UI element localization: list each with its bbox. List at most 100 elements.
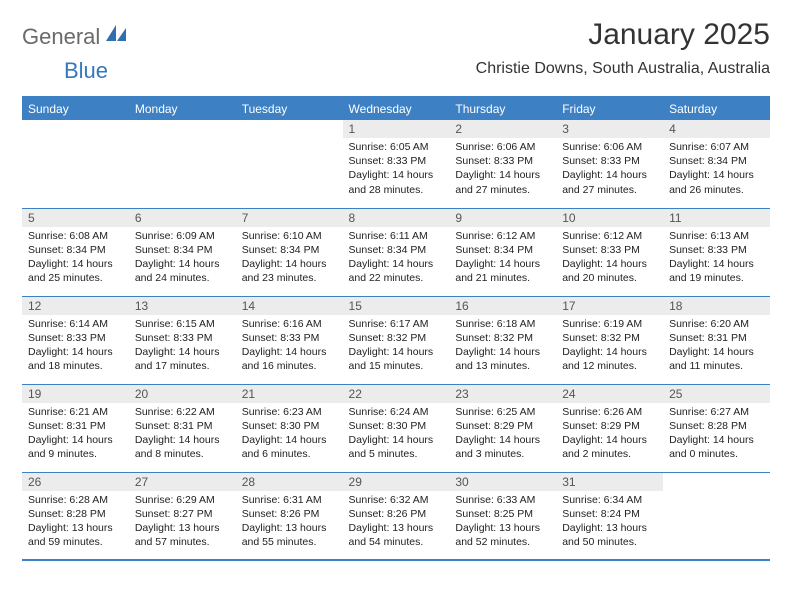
day-number: 4 [663, 120, 770, 138]
day-details: Sunrise: 6:14 AMSunset: 8:33 PMDaylight:… [22, 315, 129, 380]
calendar-cell: 25Sunrise: 6:27 AMSunset: 8:28 PMDayligh… [663, 384, 770, 472]
calendar-cell [663, 472, 770, 560]
calendar-cell [236, 120, 343, 208]
calendar-cell: 20Sunrise: 6:22 AMSunset: 8:31 PMDayligh… [129, 384, 236, 472]
calendar-cell: 10Sunrise: 6:12 AMSunset: 8:33 PMDayligh… [556, 208, 663, 296]
weekday-header: Sunday [22, 97, 129, 120]
month-title: January 2025 [476, 18, 770, 52]
day-details: Sunrise: 6:33 AMSunset: 8:25 PMDaylight:… [449, 491, 556, 556]
day-details: Sunrise: 6:29 AMSunset: 8:27 PMDaylight:… [129, 491, 236, 556]
calendar-week-row: 12Sunrise: 6:14 AMSunset: 8:33 PMDayligh… [22, 296, 770, 384]
calendar-cell: 26Sunrise: 6:28 AMSunset: 8:28 PMDayligh… [22, 472, 129, 560]
calendar-cell: 24Sunrise: 6:26 AMSunset: 8:29 PMDayligh… [556, 384, 663, 472]
calendar-cell: 12Sunrise: 6:14 AMSunset: 8:33 PMDayligh… [22, 296, 129, 384]
day-number: 17 [556, 297, 663, 315]
calendar-week-row: 26Sunrise: 6:28 AMSunset: 8:28 PMDayligh… [22, 472, 770, 560]
calendar-cell: 21Sunrise: 6:23 AMSunset: 8:30 PMDayligh… [236, 384, 343, 472]
logo: General [22, 24, 130, 50]
day-number [663, 473, 770, 491]
calendar-cell: 8Sunrise: 6:11 AMSunset: 8:34 PMDaylight… [343, 208, 450, 296]
calendar-cell: 9Sunrise: 6:12 AMSunset: 8:34 PMDaylight… [449, 208, 556, 296]
day-details: Sunrise: 6:26 AMSunset: 8:29 PMDaylight:… [556, 403, 663, 468]
calendar-cell: 28Sunrise: 6:31 AMSunset: 8:26 PMDayligh… [236, 472, 343, 560]
calendar-cell: 5Sunrise: 6:08 AMSunset: 8:34 PMDaylight… [22, 208, 129, 296]
day-number [236, 120, 343, 138]
day-details: Sunrise: 6:32 AMSunset: 8:26 PMDaylight:… [343, 491, 450, 556]
day-number: 2 [449, 120, 556, 138]
day-details: Sunrise: 6:15 AMSunset: 8:33 PMDaylight:… [129, 315, 236, 380]
calendar-table: Sunday Monday Tuesday Wednesday Thursday… [22, 96, 770, 561]
day-details: Sunrise: 6:31 AMSunset: 8:26 PMDaylight:… [236, 491, 343, 556]
day-number [129, 120, 236, 138]
day-number: 29 [343, 473, 450, 491]
day-details: Sunrise: 6:12 AMSunset: 8:33 PMDaylight:… [556, 227, 663, 292]
day-number: 9 [449, 209, 556, 227]
day-details: Sunrise: 6:27 AMSunset: 8:28 PMDaylight:… [663, 403, 770, 468]
day-details: Sunrise: 6:34 AMSunset: 8:24 PMDaylight:… [556, 491, 663, 556]
calendar-cell: 6Sunrise: 6:09 AMSunset: 8:34 PMDaylight… [129, 208, 236, 296]
day-number: 16 [449, 297, 556, 315]
calendar-cell: 19Sunrise: 6:21 AMSunset: 8:31 PMDayligh… [22, 384, 129, 472]
day-number: 3 [556, 120, 663, 138]
day-details: Sunrise: 6:20 AMSunset: 8:31 PMDaylight:… [663, 315, 770, 380]
logo-text-general: General [22, 24, 100, 50]
day-number: 23 [449, 385, 556, 403]
day-number: 11 [663, 209, 770, 227]
day-number: 28 [236, 473, 343, 491]
calendar-cell [129, 120, 236, 208]
logo-text-blue: Blue [64, 58, 108, 83]
calendar-cell: 14Sunrise: 6:16 AMSunset: 8:33 PMDayligh… [236, 296, 343, 384]
calendar-page: General January 2025 Christie Downs, Sou… [0, 0, 792, 581]
calendar-cell [22, 120, 129, 208]
day-details: Sunrise: 6:05 AMSunset: 8:33 PMDaylight:… [343, 138, 450, 203]
calendar-cell: 7Sunrise: 6:10 AMSunset: 8:34 PMDaylight… [236, 208, 343, 296]
day-details: Sunrise: 6:16 AMSunset: 8:33 PMDaylight:… [236, 315, 343, 380]
day-details: Sunrise: 6:06 AMSunset: 8:33 PMDaylight:… [556, 138, 663, 203]
calendar-cell: 4Sunrise: 6:07 AMSunset: 8:34 PMDaylight… [663, 120, 770, 208]
calendar-cell: 2Sunrise: 6:06 AMSunset: 8:33 PMDaylight… [449, 120, 556, 208]
day-number: 6 [129, 209, 236, 227]
day-number: 20 [129, 385, 236, 403]
day-details: Sunrise: 6:09 AMSunset: 8:34 PMDaylight:… [129, 227, 236, 292]
calendar-week-row: 19Sunrise: 6:21 AMSunset: 8:31 PMDayligh… [22, 384, 770, 472]
day-details: Sunrise: 6:22 AMSunset: 8:31 PMDaylight:… [129, 403, 236, 468]
calendar-cell: 16Sunrise: 6:18 AMSunset: 8:32 PMDayligh… [449, 296, 556, 384]
weekday-header: Saturday [663, 97, 770, 120]
day-number: 5 [22, 209, 129, 227]
calendar-cell: 15Sunrise: 6:17 AMSunset: 8:32 PMDayligh… [343, 296, 450, 384]
day-number: 19 [22, 385, 129, 403]
calendar-cell: 27Sunrise: 6:29 AMSunset: 8:27 PMDayligh… [129, 472, 236, 560]
day-details: Sunrise: 6:08 AMSunset: 8:34 PMDaylight:… [22, 227, 129, 292]
day-details: Sunrise: 6:28 AMSunset: 8:28 PMDaylight:… [22, 491, 129, 556]
weekday-header: Monday [129, 97, 236, 120]
day-details: Sunrise: 6:07 AMSunset: 8:34 PMDaylight:… [663, 138, 770, 203]
calendar-cell: 1Sunrise: 6:05 AMSunset: 8:33 PMDaylight… [343, 120, 450, 208]
day-details: Sunrise: 6:12 AMSunset: 8:34 PMDaylight:… [449, 227, 556, 292]
calendar-cell: 3Sunrise: 6:06 AMSunset: 8:33 PMDaylight… [556, 120, 663, 208]
day-number: 24 [556, 385, 663, 403]
day-number: 12 [22, 297, 129, 315]
day-details: Sunrise: 6:19 AMSunset: 8:32 PMDaylight:… [556, 315, 663, 380]
day-details: Sunrise: 6:13 AMSunset: 8:33 PMDaylight:… [663, 227, 770, 292]
day-details: Sunrise: 6:06 AMSunset: 8:33 PMDaylight:… [449, 138, 556, 203]
day-details: Sunrise: 6:10 AMSunset: 8:34 PMDaylight:… [236, 227, 343, 292]
day-number: 21 [236, 385, 343, 403]
day-details: Sunrise: 6:17 AMSunset: 8:32 PMDaylight:… [343, 315, 450, 380]
calendar-week-row: 5Sunrise: 6:08 AMSunset: 8:34 PMDaylight… [22, 208, 770, 296]
day-number: 27 [129, 473, 236, 491]
day-details: Sunrise: 6:25 AMSunset: 8:29 PMDaylight:… [449, 403, 556, 468]
day-number: 25 [663, 385, 770, 403]
calendar-cell: 17Sunrise: 6:19 AMSunset: 8:32 PMDayligh… [556, 296, 663, 384]
calendar-cell: 30Sunrise: 6:33 AMSunset: 8:25 PMDayligh… [449, 472, 556, 560]
day-number [22, 120, 129, 138]
day-number: 7 [236, 209, 343, 227]
day-details: Sunrise: 6:11 AMSunset: 8:34 PMDaylight:… [343, 227, 450, 292]
calendar-cell: 22Sunrise: 6:24 AMSunset: 8:30 PMDayligh… [343, 384, 450, 472]
day-details: Sunrise: 6:18 AMSunset: 8:32 PMDaylight:… [449, 315, 556, 380]
day-details: Sunrise: 6:24 AMSunset: 8:30 PMDaylight:… [343, 403, 450, 468]
day-details: Sunrise: 6:23 AMSunset: 8:30 PMDaylight:… [236, 403, 343, 468]
calendar-cell: 11Sunrise: 6:13 AMSunset: 8:33 PMDayligh… [663, 208, 770, 296]
weekday-header-row: Sunday Monday Tuesday Wednesday Thursday… [22, 97, 770, 120]
day-number: 26 [22, 473, 129, 491]
day-number: 15 [343, 297, 450, 315]
